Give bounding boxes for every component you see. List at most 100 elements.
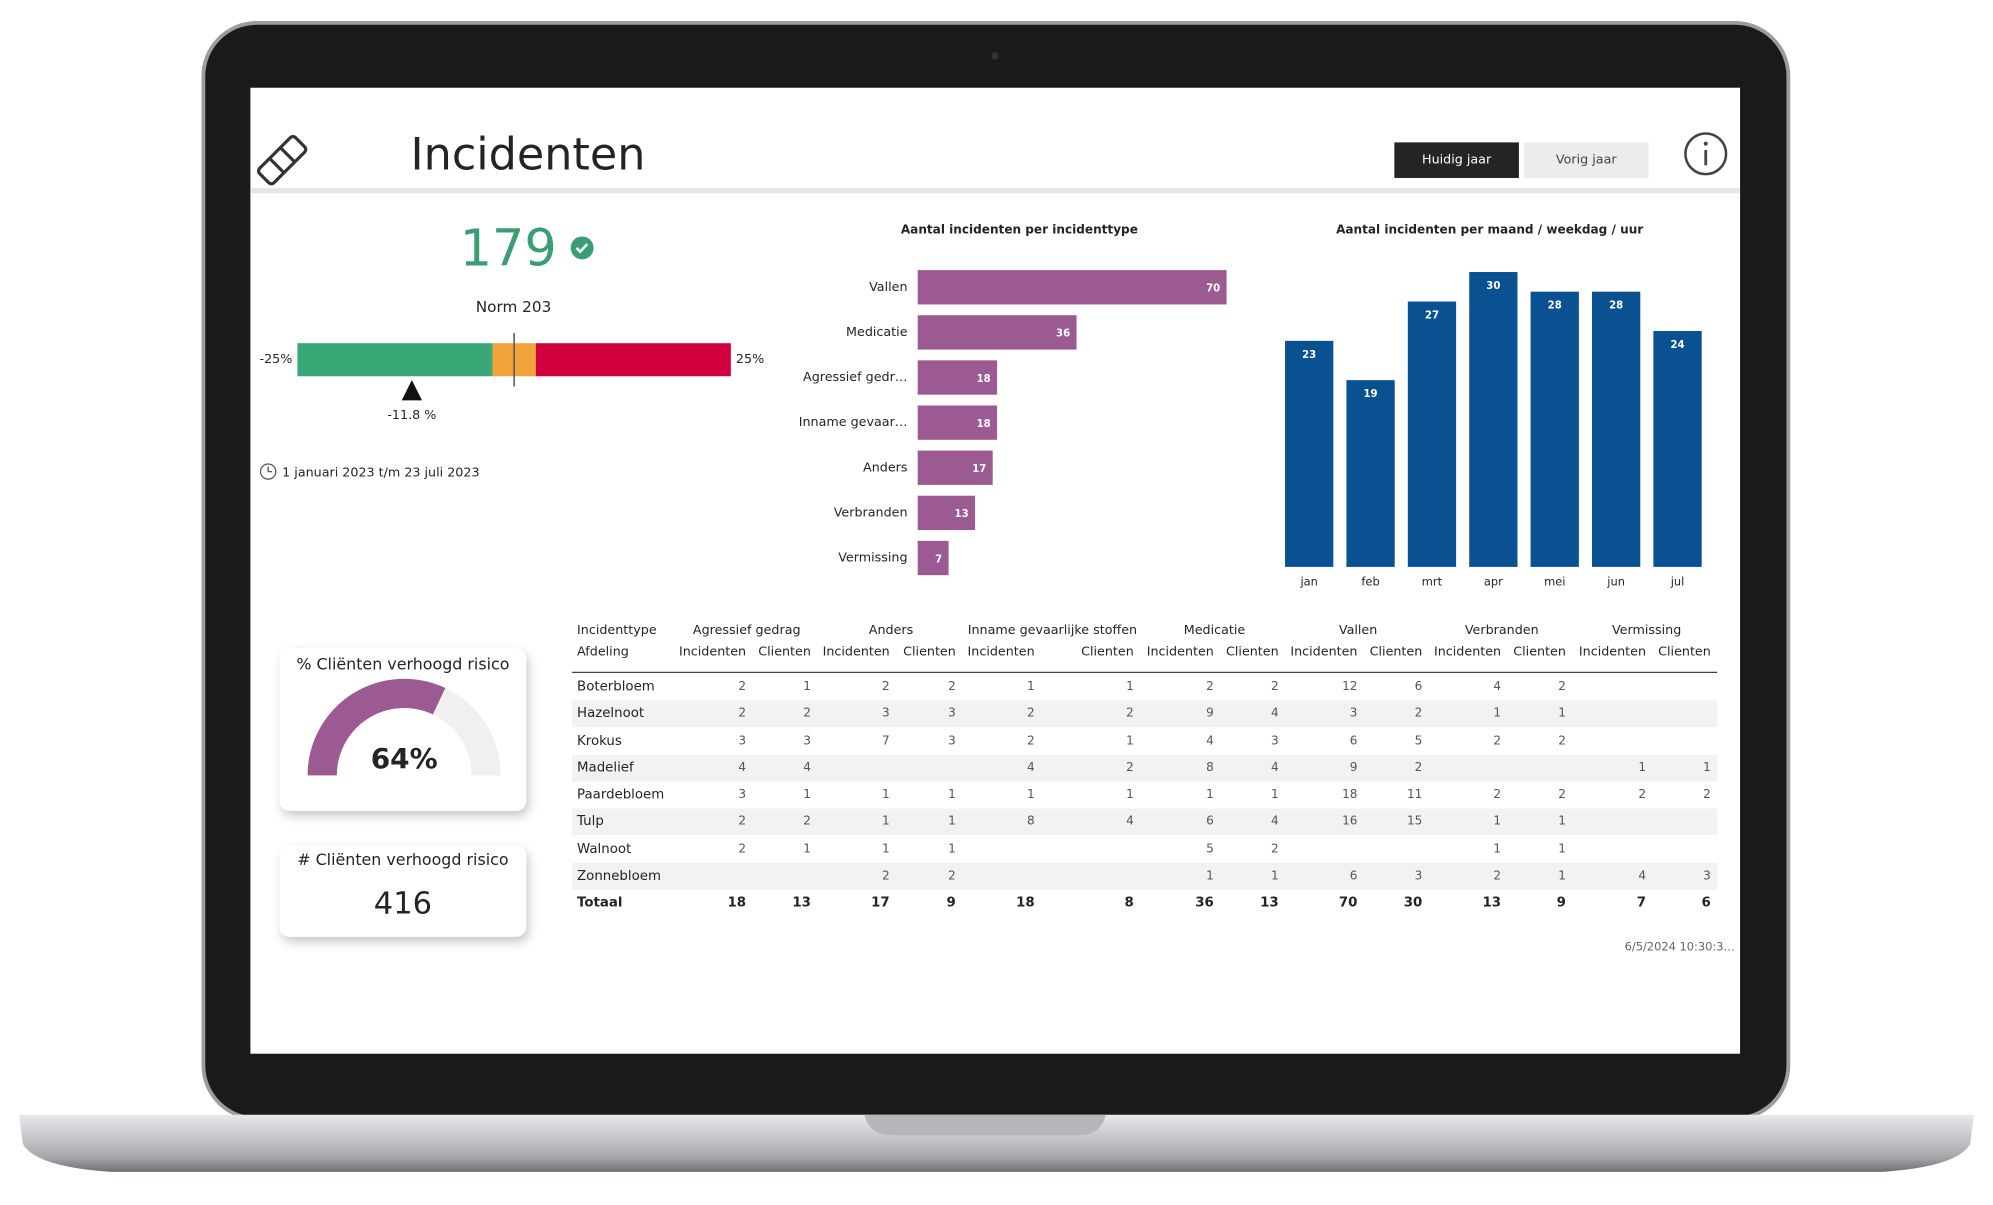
table-cell: 7 (882, 734, 890, 748)
table-cell: 2 (803, 706, 811, 720)
clock-icon (259, 463, 277, 480)
table-cell: 3 (738, 734, 746, 748)
table-cell: 1 (1558, 868, 1566, 882)
table-cell: 2 (1493, 787, 1501, 801)
table-cell: 1 (803, 842, 811, 856)
table-cell: 9 (1557, 895, 1566, 910)
table-cell: 2 (1027, 734, 1035, 748)
card-value: 416 (374, 887, 432, 922)
table-cell: 2 (948, 868, 956, 882)
table-cell: 1 (1206, 868, 1214, 882)
x-tick-label: mei (1544, 575, 1565, 589)
table-cell: 1 (1638, 760, 1646, 774)
column-header: Clienten (1226, 644, 1279, 659)
bar (1591, 291, 1641, 567)
column-header: Clienten (1081, 644, 1134, 659)
x-tick-label: apr (1484, 575, 1503, 589)
button-current-year[interactable] (1394, 142, 1519, 178)
data-label: 13 (955, 509, 969, 520)
table-cell: 3 (948, 734, 956, 748)
table-cell: 3 (1415, 868, 1423, 882)
gauge-card (279, 648, 527, 811)
table-cell: 16 (1342, 814, 1357, 828)
table-cell: 3 (882, 706, 890, 720)
y-tick-label: Agressief gedr… (803, 369, 907, 384)
table-cell: 2 (1558, 787, 1566, 801)
table-cell: 1 (1027, 787, 1035, 801)
kpi-marker-label: -11.8 % (387, 407, 436, 422)
table-cell: 3 (1350, 706, 1358, 720)
table-cell: 1 (1558, 706, 1566, 720)
table-cell: 5 (1206, 842, 1214, 856)
y-tick-label: Medicatie (846, 324, 908, 339)
x-tick-label: feb (1361, 575, 1379, 589)
button-label[interactable]: Vorig jaar (1556, 152, 1617, 167)
row-band (571, 808, 1718, 836)
kpi-value: 179 (460, 219, 557, 278)
column-header: Incidenten (1290, 644, 1357, 659)
card-title: # Cliënten verhoogd risico (297, 850, 508, 869)
bar (1469, 272, 1518, 567)
table-cell: 2 (1271, 679, 1279, 693)
table-cell: 5 (1415, 734, 1423, 748)
table-cell: 13 (1260, 895, 1279, 910)
table-cell: 70 (1339, 895, 1358, 910)
column-group: Vermissing (1612, 622, 1681, 637)
table-cell: 18 (728, 895, 747, 910)
row-label: Tulp (576, 814, 604, 829)
table-cell: 12 (1342, 679, 1357, 693)
data-label: 27 (1425, 310, 1439, 321)
bar (1407, 301, 1457, 567)
row-label: Boterbloem (577, 679, 655, 694)
button-previous-year[interactable] (1523, 142, 1649, 178)
column-header: Incidenten (679, 644, 746, 659)
bar (1653, 331, 1702, 567)
table-cell: 2 (1493, 868, 1501, 882)
table-cell: 2 (882, 679, 890, 693)
data-label: 17 (972, 464, 986, 475)
row-label: Zonnebloem (577, 869, 661, 884)
table-cell: 8 (1027, 814, 1035, 828)
row-band (571, 700, 1718, 728)
table-cell: 2 (1271, 842, 1279, 856)
row-label: Madelief (577, 761, 634, 776)
table-cell: 3 (738, 787, 746, 801)
table-cell: 30 (1404, 895, 1423, 910)
x-tick-label: jun (1606, 575, 1625, 589)
table-cell: 1 (1206, 787, 1214, 801)
gauge-arc (307, 678, 446, 776)
column-header: Clienten (1513, 644, 1566, 659)
table-cell: 2 (803, 814, 811, 828)
table-cell: 36 (1195, 895, 1214, 910)
table-cell: 4 (1027, 760, 1035, 774)
x-tick-label: jul (1670, 575, 1685, 589)
column-header: Clienten (903, 644, 956, 659)
kpi-marker (401, 380, 423, 401)
column-header: Clienten (1658, 644, 1711, 659)
column-header: Incidenten (1579, 644, 1646, 659)
kpi-check (570, 236, 594, 260)
column-group: Agressief gedrag (693, 622, 801, 637)
bar (917, 405, 998, 440)
button-label[interactable]: Huidig jaar (1422, 152, 1492, 167)
date-range: 1 januari 2023 t/m 23 juli 2023 (282, 464, 479, 479)
bar (1285, 340, 1334, 567)
table-cell: 8 (1124, 895, 1133, 910)
column-header: Incidenten (968, 644, 1035, 659)
kpi-band (297, 343, 493, 377)
info-button[interactable] (1684, 132, 1728, 176)
table-cell: 9 (947, 895, 956, 910)
table-cell: 8 (1206, 760, 1214, 774)
data-label: 30 (1486, 281, 1500, 292)
data-label: 18 (977, 419, 991, 430)
kpi-norm: Norm 203 (476, 298, 552, 316)
data-label: 7 (935, 554, 942, 565)
table-cell: 2 (1027, 706, 1035, 720)
table-cell: 11 (1407, 787, 1422, 801)
column-group: Inname gevaarlijke stoffen (968, 622, 1137, 637)
table-cell: 3 (1271, 734, 1279, 748)
table-cell: 1 (1558, 814, 1566, 828)
table-cell: 6 (1206, 814, 1214, 828)
table-cell: 2 (1493, 734, 1501, 748)
